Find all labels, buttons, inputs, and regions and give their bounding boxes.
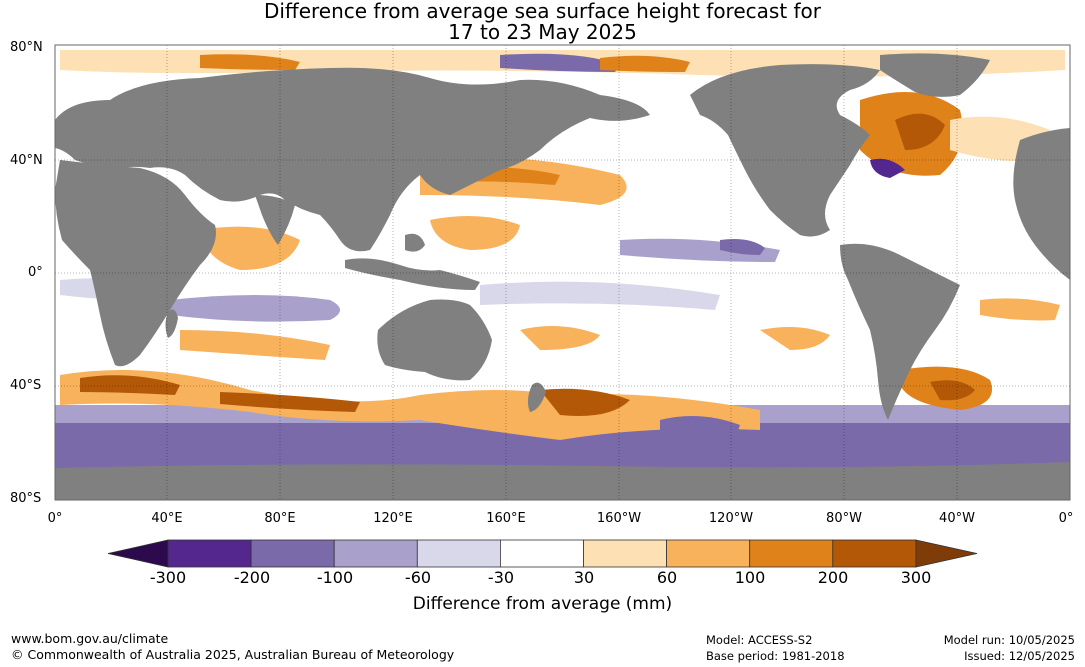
north-america-landmass <box>690 64 880 237</box>
colorbar-segment-6 <box>583 539 667 568</box>
colorbar-segment-3 <box>333 539 418 568</box>
land <box>55 53 1070 500</box>
colorbar-segment-4 <box>416 539 501 568</box>
lat-label-40n: 40°N <box>10 153 43 168</box>
colorbar-extend-high <box>915 539 978 568</box>
graticule <box>55 45 1070 500</box>
lon-label-40e: 40°E <box>151 511 183 526</box>
colorbar-title: Difference from average (mm) <box>412 594 673 614</box>
colorbar-label-3: -60 <box>404 568 432 587</box>
lon-label-80e: 80°E <box>264 511 296 526</box>
footer-model-run: Model run: 10/05/2025 <box>943 633 1075 647</box>
colorbar-segment-9 <box>832 539 917 568</box>
footer-copyright: © Commonwealth of Australia 2025, Austra… <box>11 647 455 662</box>
map-frame <box>54 44 1071 501</box>
colorbar-label-8: 200 <box>817 568 849 587</box>
australia-landmass <box>377 299 492 381</box>
colorbar-extend-low <box>107 539 169 568</box>
colorbar-segment-1 <box>167 539 252 568</box>
colorbar-label-1: -200 <box>233 568 271 587</box>
south-america-landmass <box>840 243 960 420</box>
eurasia-landmass <box>55 67 650 252</box>
lat-label-80n: 80°N <box>10 40 43 55</box>
colorbar-label-7: 100 <box>734 568 766 587</box>
colorbar-label-6: 60 <box>656 568 678 587</box>
lon-label-120w: 120°W <box>708 511 754 526</box>
colorbar-label-9: 300 <box>900 568 932 587</box>
lon-label-40w: 40°W <box>939 511 975 526</box>
lon-label-0-left: 0° <box>47 511 63 526</box>
colorbar-segment-5 <box>499 539 584 568</box>
colorbar-label-4: -30 <box>487 568 515 587</box>
footer-model: Model: ACCESS-S2 <box>706 633 813 647</box>
antarctica-landmass <box>55 462 1070 500</box>
colorbar-segment-8 <box>749 539 834 568</box>
lon-label-160e: 160°E <box>486 511 526 526</box>
southern-positive-band <box>60 370 760 440</box>
colorbar-label-2: -100 <box>316 568 354 587</box>
lon-label-0-right: 0° <box>1058 511 1074 526</box>
anomaly-patches <box>55 50 1070 470</box>
lat-label-80s: 80°S <box>10 491 42 506</box>
footer-url: www.bom.gov.au/climate <box>11 631 169 646</box>
lon-label-160w: 160°W <box>596 511 642 526</box>
lat-label-40s: 40°S <box>10 378 42 393</box>
lon-label-80w: 80°W <box>826 511 862 526</box>
footer-issued: Issued: 12/05/2025 <box>964 649 1075 663</box>
colorbar-segment-7 <box>666 539 751 568</box>
lon-label-120e: 120°E <box>373 511 413 526</box>
africa-landmass <box>55 160 216 367</box>
footer-base-period: Base period: 1981-2018 <box>706 649 845 663</box>
lat-label-0: 0° <box>28 265 43 280</box>
colorbar-label-5: 30 <box>573 568 595 587</box>
title-line-1: Difference from average sea surface heig… <box>263 0 822 23</box>
colorbar-label-0: -300 <box>149 568 187 587</box>
title-line-2: 17 to 23 May 2025 <box>448 20 637 44</box>
colorbar-segment-2 <box>250 539 335 568</box>
